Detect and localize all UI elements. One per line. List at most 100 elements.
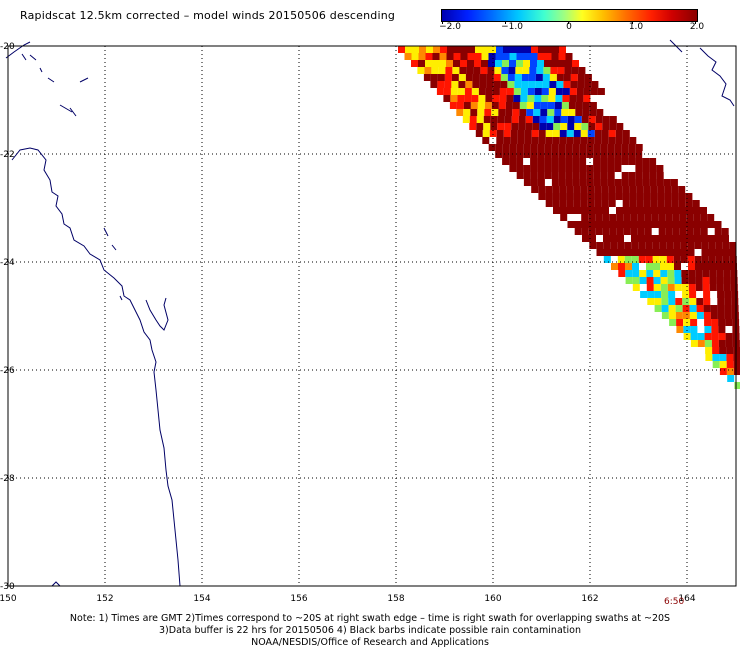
swath-cell [617,256,625,263]
swath-cell [558,60,565,67]
swath-cell [635,158,643,165]
swath-cell [629,200,637,207]
swath-cell [607,165,615,172]
swath-cell [523,144,531,151]
swath-cell [574,123,582,130]
swath-cell [622,186,630,193]
swath-cell [653,284,661,291]
swath-cell [704,326,712,333]
swath-cell [696,305,704,312]
swath-cell [639,277,647,284]
swath-cell [561,109,569,116]
swath-cell [595,214,603,221]
swath-cell [546,116,554,123]
swath-cell [594,130,602,137]
swath-cell [693,221,701,228]
swath-cell [686,207,693,214]
swath-cell [587,130,595,137]
swath-cell [558,53,566,60]
swath-cell [675,312,683,319]
swath-cell [588,221,596,228]
swath-cell [688,270,696,277]
swath-cell [574,207,581,214]
swath-cell [486,74,494,81]
swath-cell [717,291,725,298]
swath-cell [502,158,510,165]
swath-cell [579,179,587,186]
swath-cell [635,172,643,179]
swath-cell [645,256,653,263]
swath-cell [475,46,482,53]
swath-cell [681,277,689,284]
swath-cell [469,123,477,130]
swath-cell [418,53,426,60]
swath-cell [487,67,495,74]
lon-label: 150 [0,594,17,604]
swath-cell [722,249,730,256]
swath-cell [458,81,466,88]
swath-cell [715,235,722,242]
swath-cell [637,207,644,214]
map-title: Rapidscat 12.5km corrected – model winds… [20,9,396,22]
swath-cell [537,179,545,186]
swath-cell [603,256,611,263]
swath-cell [597,88,605,95]
swath-cell [471,95,479,102]
longitude-labels: 150 152 154 156 158 160 162 164 [0,594,696,604]
swath-cell [616,123,624,130]
swath-cell [491,109,499,116]
swath-cell [603,242,611,249]
swath-cell [472,74,480,81]
swath-cell [661,298,669,305]
swath-cell [477,102,485,109]
swath-cell [638,249,646,256]
swath-cell [632,263,639,270]
swath-cell [688,284,696,291]
swath-cell [553,123,561,130]
swath-cell [695,270,703,277]
swath-cell [579,165,587,172]
swath-cell [607,172,615,179]
swath-cell [669,319,677,326]
swath-cell [630,228,638,235]
swath-cell [518,116,526,123]
swath-cell [678,186,686,193]
swath-cell [593,158,601,165]
swath-cell [538,130,546,137]
swath-cell [615,193,623,200]
swath-cell [561,102,569,109]
swath-cell [617,235,624,242]
swath-cell [478,88,486,95]
swath-cell [593,144,601,151]
swath-cell [709,263,716,270]
swath-cell [524,137,532,144]
swath-cell [540,102,548,109]
swath-cell [412,46,419,53]
swath-cell [637,228,645,235]
swath-cell [580,186,588,193]
swath-cell [481,60,488,67]
swath-cell [717,298,725,305]
swath-cell [659,242,667,249]
swath-cell [538,193,546,200]
swath-cell [676,319,684,326]
swath-cell [523,60,530,67]
swath-cell [632,270,640,277]
swath-cell [719,347,727,354]
swath-cell [697,333,705,340]
swath-cell [549,81,557,88]
lat-label: -26 [0,366,15,376]
swath-cell [565,53,573,60]
swath-cell [404,53,412,60]
swath-cell [625,277,633,284]
swath-cell [716,277,724,284]
swath-cell [457,95,465,102]
swath-cell [649,172,657,179]
swath-cell [511,116,519,123]
swath-cell [693,207,700,214]
swath-cell [723,284,731,291]
swath-cell [700,228,708,235]
lon-label: 158 [387,594,404,604]
swath-cell [730,270,738,277]
colorbar-tick-label: 1.0 [628,22,644,32]
